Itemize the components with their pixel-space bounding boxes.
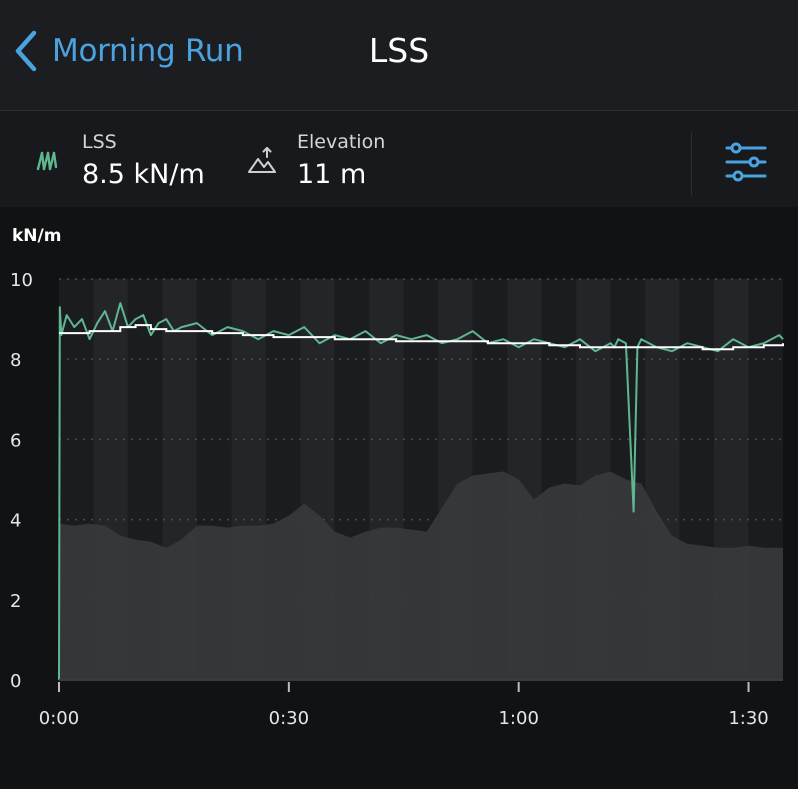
x-tick-label: 0:30 [269,708,309,729]
y-axis-unit: kN/m [12,226,62,246]
page-title: LSS [368,31,430,70]
chevron-left-icon [12,29,40,73]
metric-label: LSS [82,131,117,153]
y-tick-label: 0 [10,671,21,692]
x-tick-label: 0:00 [39,708,79,729]
metric-value: 8.5 kN/m [82,159,205,190]
spring-icon [34,149,60,175]
divider [691,133,692,195]
y-tick-label: 6 [10,430,21,451]
y-tick-label: 8 [10,350,21,371]
metric-value: 11 m [297,159,367,190]
sliders-icon [724,142,768,188]
y-tick-label: 4 [10,511,21,532]
y-tick-label: 2 [10,591,21,612]
back-button[interactable]: Morning Run [12,26,244,76]
y-tick-label: 10 [10,270,33,291]
average-line [59,324,784,351]
lss-series-line [58,302,784,681]
back-label: Morning Run [52,33,244,69]
elevation-icon [247,147,277,179]
elevation-area [59,471,783,680]
top-bar: Morning Run LSS [0,0,798,111]
x-tick-label: 1:30 [728,708,768,729]
metric-label: Elevation [297,131,386,153]
filter-settings-button[interactable] [724,140,768,184]
metrics-bar: LSS 8.5 kN/m Elevation 11 m [0,111,798,207]
x-tick-label: 1:00 [498,708,538,729]
lss-chart[interactable]: 0 2 4 6 8 10 0:00 0:30 1:00 1:30 [0,250,798,730]
